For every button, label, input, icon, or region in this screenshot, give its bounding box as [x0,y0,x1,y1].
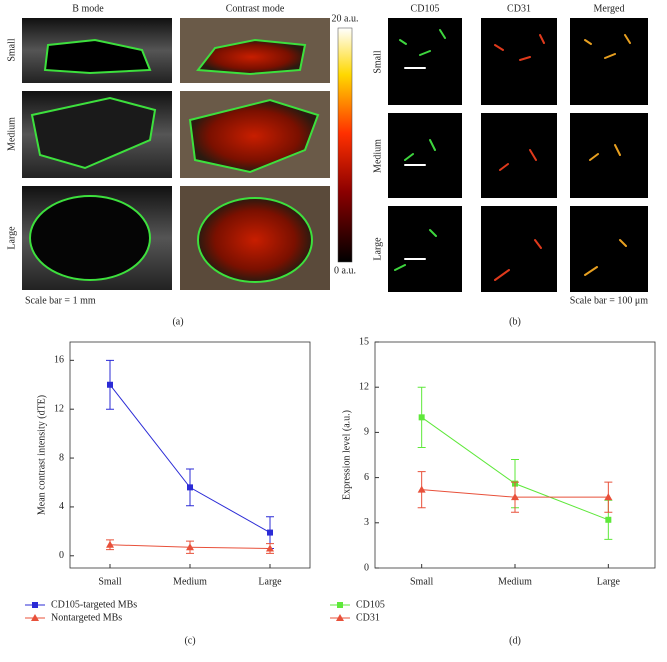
marker [106,540,114,548]
caption: (b) [509,316,521,327]
row-label: Large [372,237,383,261]
marker [418,414,425,421]
panel-b: CD105 CD31 Merged Small Medium Large Sca… [372,3,648,327]
y-axis-label: Expression level (a.u.) [341,410,352,500]
marker [511,493,519,501]
vessels [394,29,631,281]
row-label: Medium [6,117,17,151]
caption: (a) [172,316,183,327]
series: CD105 [330,386,613,610]
caption: (c) [184,635,195,646]
outline [197,197,313,283]
marker [187,484,193,491]
y-tick-label: 12 [359,381,369,392]
column-label: Contrast mode [226,3,285,14]
y-tick-label: 8 [59,452,64,463]
legend-label: CD105-targeted MBs [51,599,137,610]
row-label: Small [372,50,383,74]
marker [32,602,38,608]
x-tick-label: Small [98,576,122,587]
y-tick-label: 15 [359,336,369,347]
y-tick-label: 0 [364,562,369,573]
scale-label: Scale bar = 100 μm [570,295,648,306]
marker [31,614,39,621]
y-tick-label: 3 [364,517,369,528]
column-label: CD105 [411,3,440,14]
y-axis-label: Mean contrast intensity (dTE) [36,395,47,515]
marker [336,614,344,621]
x-tick-label: Large [597,576,621,587]
marker [417,485,426,493]
outline [196,38,307,76]
row-label: Medium [372,139,383,173]
column-label: CD31 [507,3,531,14]
plot-frame [374,341,656,569]
outline [188,98,320,174]
colorbar-label: 20 a.u. [332,13,359,24]
charts: 0 4 8 12 16 Small Medium Large Mean contrast int… [25,336,656,646]
marker [107,381,113,388]
panel-a: B mode Contrast mode Small Medium Large … [6,3,358,327]
row-label: Large [6,226,17,250]
y-tick-label: 12 [54,403,64,414]
series: CD31 [330,471,613,623]
legend-label: CD105 [356,599,385,610]
caption: (d) [509,635,521,646]
marker [186,543,194,551]
marker [266,544,274,552]
plot-frame [69,341,311,569]
series: CD105-targeted MBs [25,359,274,610]
colorbar-label: 0 a.u. [334,265,356,276]
x-tick-label: Medium [498,576,532,587]
y-tick-label: 16 [54,355,64,366]
outline [30,96,157,170]
y-tick-label: 4 [59,501,64,512]
x-tick-label: Large [258,576,282,587]
x-tick-label: Medium [173,576,207,587]
legend-label: Nontargeted MBs [51,612,122,623]
legend-label: CD31 [356,612,380,623]
outline [43,38,152,75]
column-label: Merged [594,3,625,14]
marker [337,602,343,608]
y-tick-label: 0 [59,550,64,561]
marker [267,529,273,536]
marker [604,493,613,501]
y-tick-label: 9 [364,427,369,438]
y-tick-label: 6 [364,472,369,483]
series-line [109,384,271,534]
column-label: B mode [72,3,104,14]
marker [605,516,612,523]
x-tick-label: Small [410,576,434,587]
colorbar [337,27,353,263]
outline [29,195,151,281]
images [388,18,648,292]
row-label: Small [6,38,17,62]
series: Nontargeted MBs [25,539,274,623]
scale-label: Scale bar = 1 mm [25,295,96,306]
